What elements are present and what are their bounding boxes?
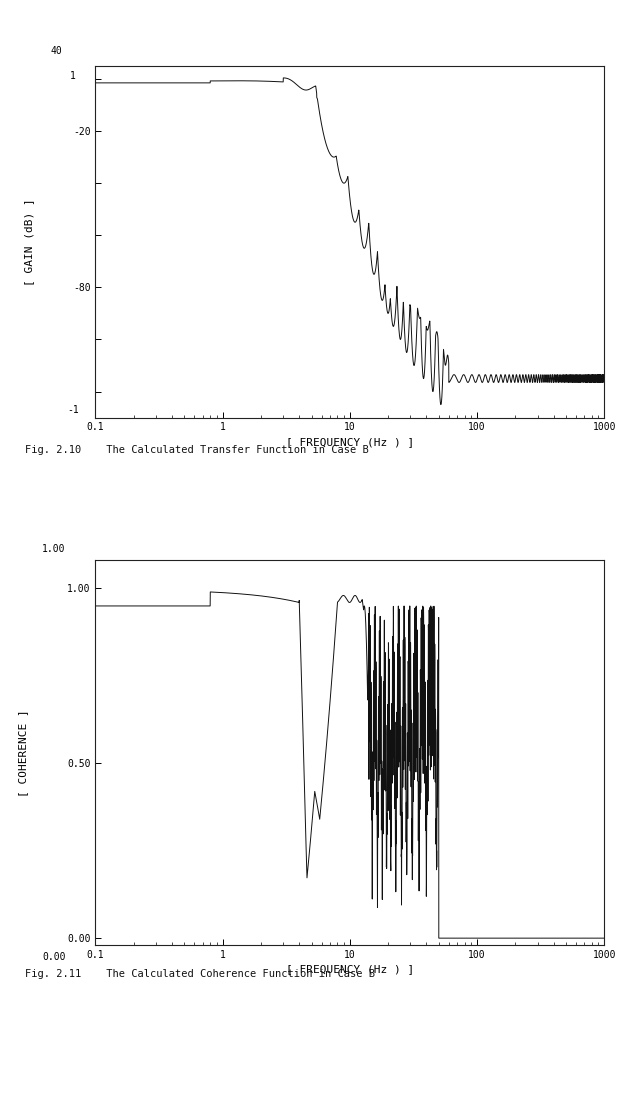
- Y-axis label: [ GAIN (dB) ]: [ GAIN (dB) ]: [24, 198, 34, 286]
- Text: 1.00: 1.00: [42, 544, 66, 554]
- Text: Fig. 2.10    The Calculated Transfer Function in Case B: Fig. 2.10 The Calculated Transfer Functi…: [25, 445, 369, 455]
- Text: -1: -1: [67, 404, 79, 414]
- X-axis label: [ FREQUENCY (Hz ) ]: [ FREQUENCY (Hz ) ]: [286, 436, 414, 446]
- Text: 40: 40: [51, 46, 62, 56]
- Text: 1: 1: [70, 71, 76, 81]
- Y-axis label: [ COHERENCE ]: [ COHERENCE ]: [18, 709, 28, 797]
- Text: 0.00: 0.00: [42, 952, 66, 962]
- Text: Fig. 2.11    The Calculated Coherence Function in Case B: Fig. 2.11 The Calculated Coherence Funct…: [25, 969, 375, 979]
- X-axis label: [ FREQUENCY (Hz ) ]: [ FREQUENCY (Hz ) ]: [286, 964, 414, 974]
